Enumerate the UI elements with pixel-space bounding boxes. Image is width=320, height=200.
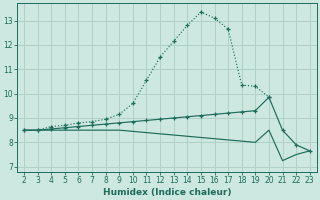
X-axis label: Humidex (Indice chaleur): Humidex (Indice chaleur) — [103, 188, 231, 197]
